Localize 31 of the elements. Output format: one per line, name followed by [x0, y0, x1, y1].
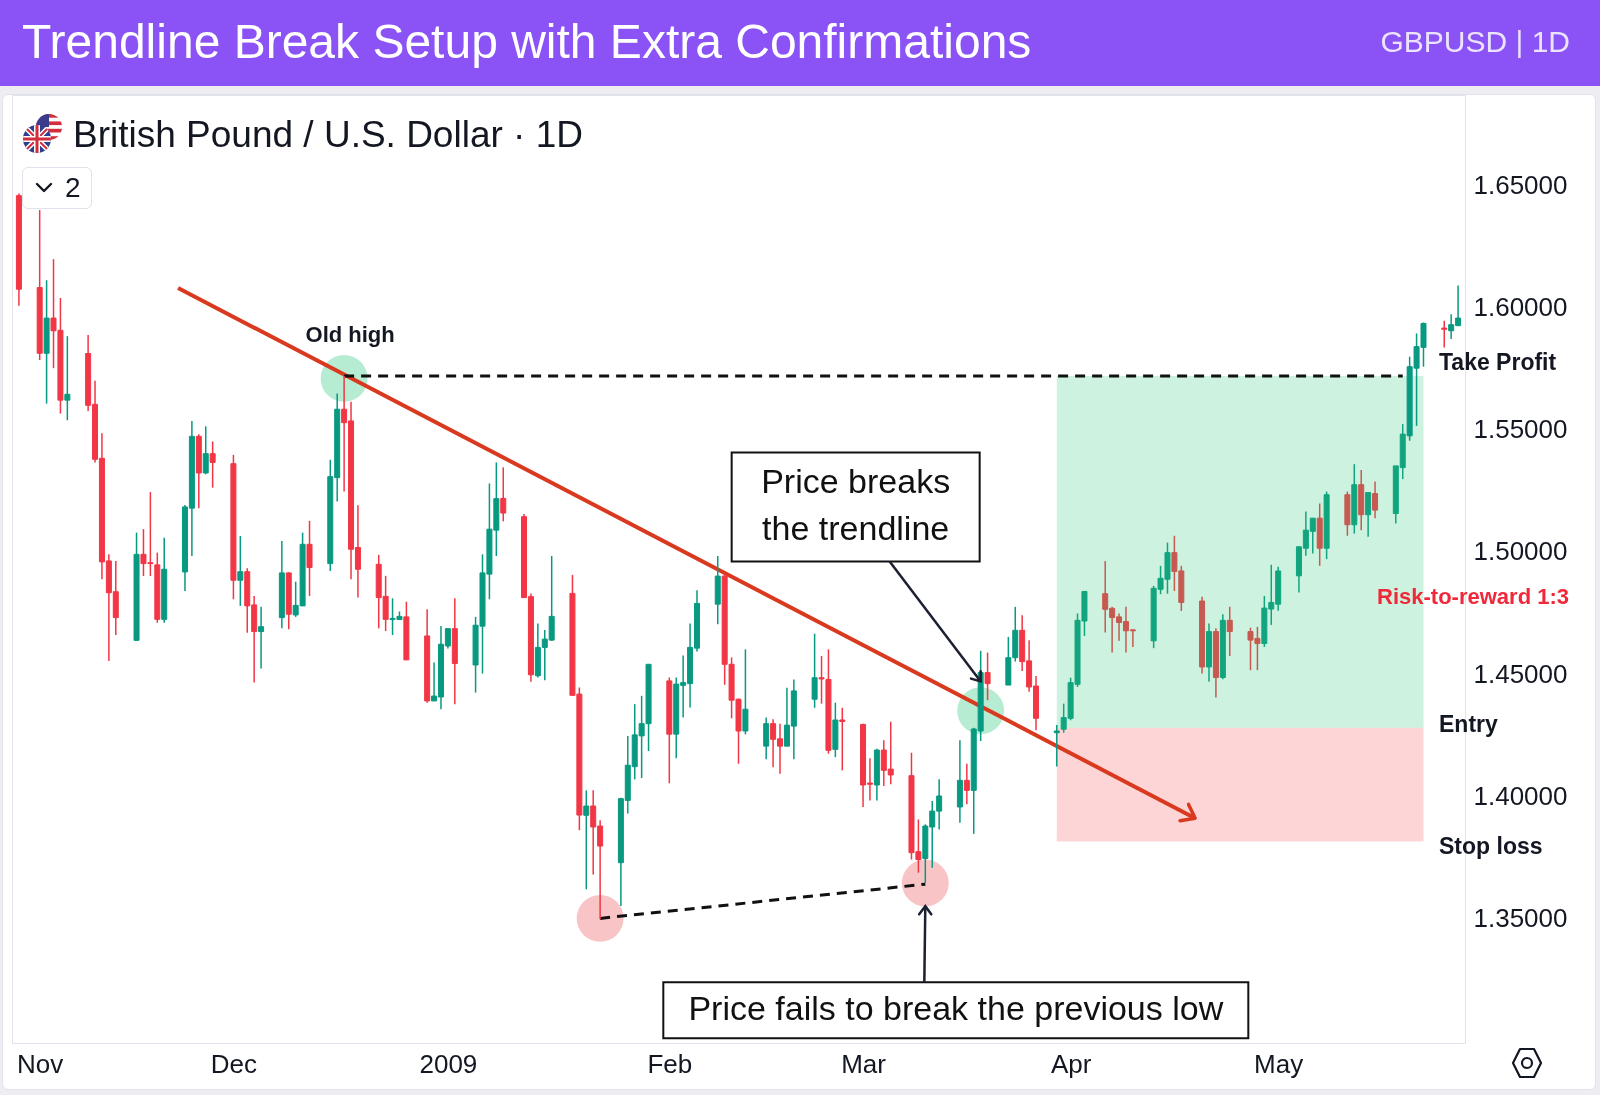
y-tick-label: 1.35000 — [1473, 902, 1568, 933]
candlestick — [1372, 480, 1379, 519]
annotation: Entry — [1439, 711, 1498, 737]
y-tick-label: 1.65000 — [1473, 169, 1568, 200]
chart-title: Trendline Break Setup with Extra Confirmations — [22, 14, 1032, 70]
annotation: 2 — [65, 171, 81, 205]
header-bar: Trendline Break Setup with Extra Confirmations GBPUSD | 1D — [0, 0, 1600, 86]
y-tick-label: 1.50000 — [1473, 536, 1568, 567]
annotation: Price fails to break the previous low — [688, 989, 1224, 1028]
y-tick-label: 1.60000 — [1473, 292, 1568, 323]
candlestick — [1441, 320, 1448, 349]
x-tick-label: Feb — [647, 1048, 693, 1079]
annotation: Risk-to-reward 1:3 — [1377, 584, 1569, 609]
annotation: Stop loss — [1439, 833, 1543, 859]
toggle-button: 2 — [22, 167, 92, 209]
y-tick-label: 1.40000 — [1473, 780, 1568, 811]
y-tick-label: 1.55000 — [1473, 414, 1568, 445]
point — [576, 894, 624, 942]
candlestick — [1365, 491, 1372, 538]
candlestick — [64, 335, 71, 421]
y-tick-label: 1.45000 — [1473, 658, 1568, 689]
x-tick-label: Mar — [841, 1048, 887, 1079]
x-tick-label: 2009 — [419, 1048, 478, 1079]
candlestick — [1226, 606, 1233, 657]
x-tick-label: May — [1254, 1048, 1304, 1079]
x-tick-label: Apr — [1050, 1048, 1092, 1079]
x-tick-label: Nov — [17, 1048, 64, 1079]
point — [901, 859, 949, 907]
annotation: Take Profit — [1439, 349, 1557, 375]
x-tick-label: Dec — [210, 1048, 258, 1079]
text: British Pound / U.S. Dollar · 1D — [73, 114, 583, 155]
